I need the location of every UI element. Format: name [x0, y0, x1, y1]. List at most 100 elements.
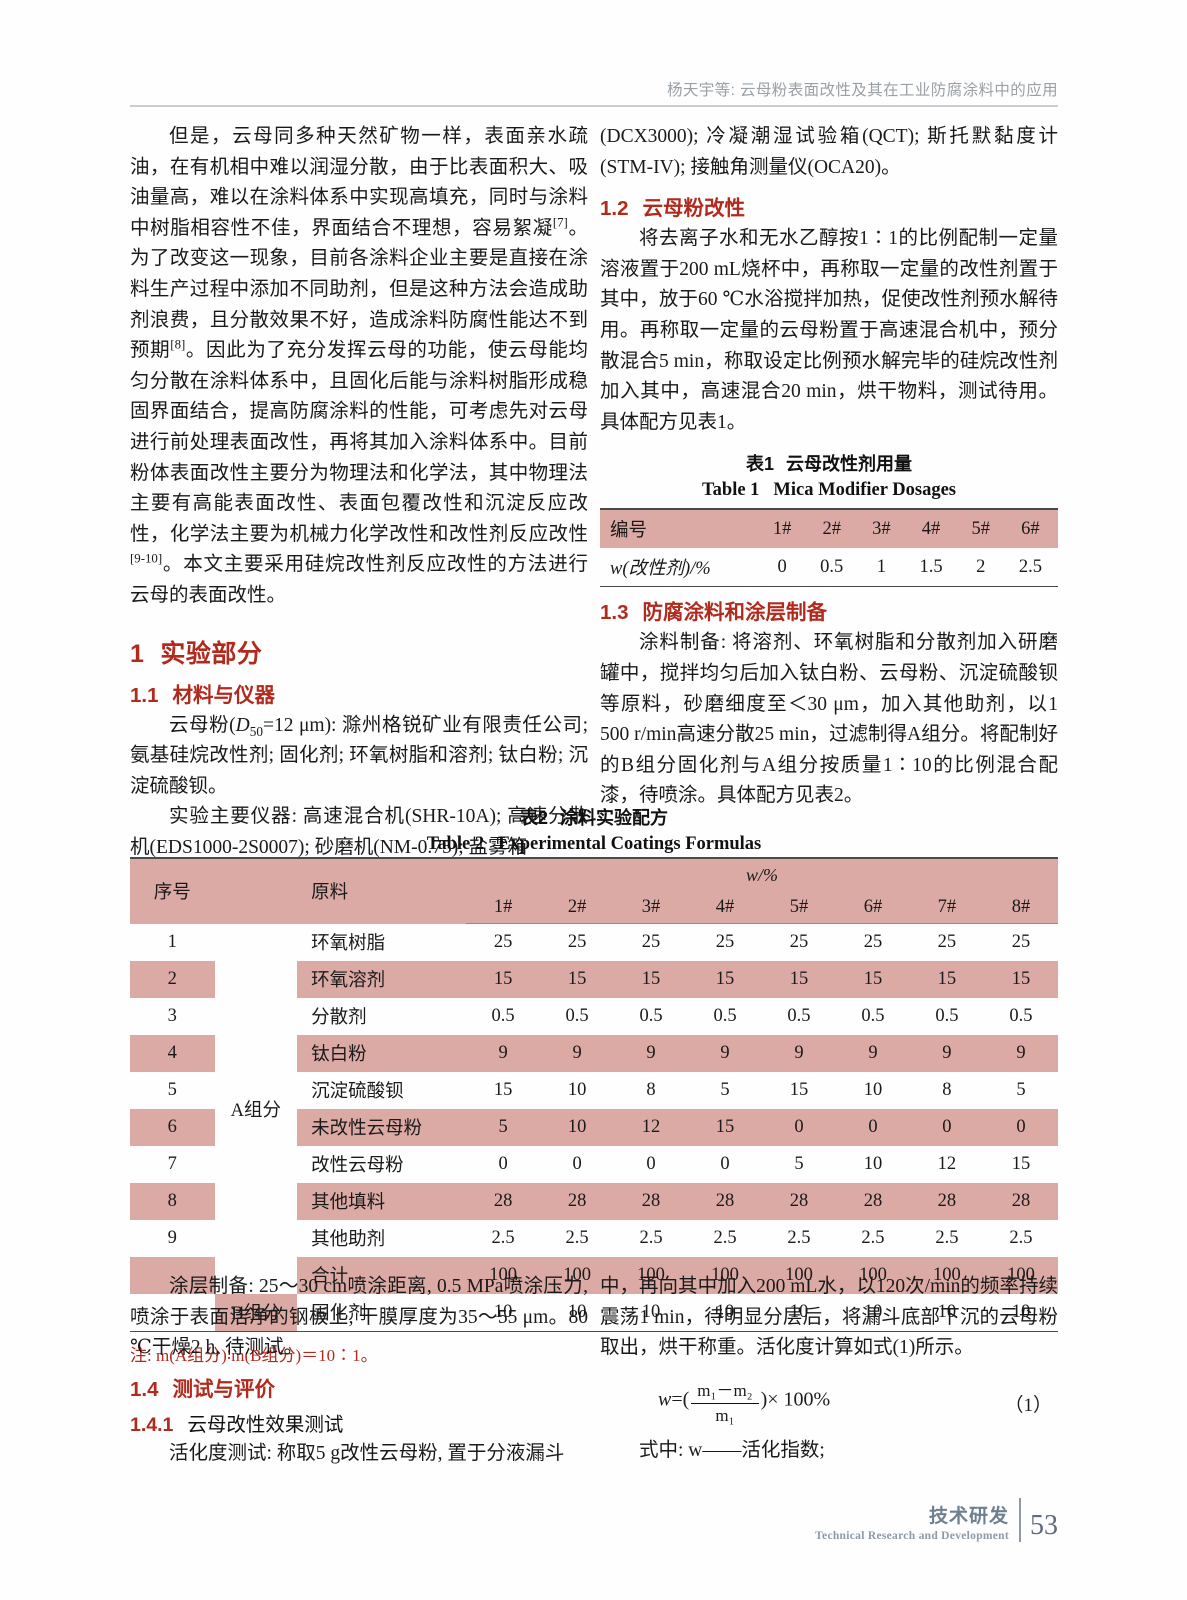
materials-text-b: =12 μm): 滁州格锐矿业有限责任公司; 氨基硅烷改性剂; 固化剂; 环氧树… [130, 714, 588, 797]
table-1-caption-en: Table 1 Mica Modifier Dosages [600, 477, 1058, 503]
cell-value: 10 [567, 1079, 587, 1100]
section-heading-1: 1 实验部分 [130, 634, 588, 670]
table-1-col-5: 5# [958, 508, 1003, 549]
row-no: 7 [167, 1153, 177, 1174]
row-no: 5 [167, 1079, 177, 1100]
cell-value: 100 [835, 1256, 910, 1294]
left-column-lower: 涂层制备: 25～30 cm喷涂距离, 0.5 MPa喷涂压力, 喷涂于表面洁净… [130, 1272, 588, 1469]
table-2-label-cn: 表2 [519, 808, 548, 828]
cell-value: 8 [942, 1079, 952, 1100]
section-title-1-4-1: 云母改性效果测试 [187, 1413, 344, 1436]
cell-value: 10 [614, 1293, 689, 1332]
table-1-data-row: w(改性剂)/% 0 0.5 1 1.5 2 2.5 [600, 548, 1058, 588]
cell-value: 100 [688, 1256, 762, 1294]
section-title-1-1: 材料与仪器 [172, 683, 276, 707]
table-row: 2 环氧溶剂 15 15 15 15 15 15 15 15 [130, 960, 1058, 998]
row-material: 沉淀硫酸钡 [311, 1082, 404, 1102]
section-heading-1-4: 1.4 测试与评价 [130, 1372, 588, 1402]
row-material: 环氧溶剂 [297, 960, 467, 998]
row-no: 6 [130, 1108, 215, 1146]
paragraph-activation-cont: 中，再向其中加入200 mL水，以120次/min的频率持续震荡1 min，待明… [600, 1276, 1058, 1359]
paragraph-mica-modification: 将去离子水和无水乙醇按1∶1的比例配制一定量溶液置于200 mL烧杯中，再称取一… [600, 228, 1058, 433]
cell-value: 10 [688, 1293, 762, 1332]
table-row: 8 其他填料 28 28 28 28 28 28 28 28 [130, 1182, 1058, 1220]
cell-value: 25 [567, 931, 587, 952]
fraction-denominator: m₁ [715, 1405, 735, 1425]
table-1-value-2: 0.5 [804, 548, 860, 588]
cell-value: 9 [909, 1034, 984, 1072]
citation-ref-8: [8] [170, 337, 186, 352]
cell-value: 2.5 [1009, 1227, 1033, 1248]
cell-value: 0 [498, 1153, 508, 1174]
cell-value: 100 [761, 1256, 836, 1294]
cell-value: 10 [835, 1293, 910, 1332]
cell-value: 10 [540, 1108, 615, 1146]
table-2-col-group [214, 857, 298, 924]
cell-value: 10 [466, 1293, 541, 1332]
cell-value: 12 [937, 1153, 957, 1174]
cell-value: 9 [761, 1034, 836, 1072]
cell-value: 5 [794, 1153, 804, 1174]
cell-value: 25 [715, 931, 735, 952]
table-1-header-row: 编号 1# 2# 3# 4# 5# 6# [600, 508, 1058, 549]
table-2-title-cn: 涂料实验配方 [560, 808, 668, 828]
cell-value: 15 [614, 960, 689, 998]
table-row: 3 分散剂 0.5 0.5 0.5 0.5 0.5 0.5 0.5 0.5 [130, 998, 1058, 1035]
cell-value: 2.5 [935, 1227, 959, 1248]
table-2-header-samples-row: 1# 2# 3# 4# 5# 6# 7# 8# [130, 891, 1058, 924]
table-2-col-no: 序号 [130, 857, 215, 924]
cell-value: 2.5 [787, 1227, 811, 1248]
table-1-col-6: 6# [1002, 508, 1058, 549]
cell-value: 0.5 [861, 1005, 885, 1026]
page-number: 53 [1030, 1510, 1058, 1541]
d50-symbol: D [235, 714, 250, 736]
citation-ref-9-10: [9-10] [130, 551, 163, 566]
cell-value: 0 [720, 1153, 730, 1174]
row-no: 4 [130, 1034, 215, 1072]
cell-value: 15 [688, 960, 762, 998]
table-2-block: 表2 涂料实验配方 Table 2 Experimental Coatings Fo… [130, 806, 1058, 1366]
citation-ref-7: [7] [552, 215, 568, 230]
paragraph-coating-layer-prep: 涂层制备: 25～30 cm喷涂距离, 0.5 MPa喷涂压力, 喷涂于表面洁净… [130, 1276, 588, 1359]
cell-value: 0.5 [935, 1005, 959, 1026]
section-heading-1-2: 1.2 云母粉改性 [600, 191, 1058, 221]
cell-value: 0.5 [491, 1005, 515, 1026]
cell-value: 25 [863, 931, 883, 952]
table-2-sample-8: 8# [983, 891, 1058, 924]
table-1-row-label: w(改性剂)/% [600, 548, 760, 588]
cell-value: 9 [688, 1034, 762, 1072]
section-title-1: 实验部分 [160, 639, 263, 668]
table-1-col-2: 2# [804, 508, 860, 549]
cell-value: 10 [761, 1293, 836, 1332]
cell-value: 25 [493, 931, 513, 952]
cell-value: 15 [493, 1079, 513, 1100]
cell-value: 15 [761, 960, 836, 998]
cell-value: 0.5 [713, 1005, 737, 1026]
cell-value: 0.5 [787, 1005, 811, 1026]
table-1-title-cn: 云母改性剂用量 [786, 454, 912, 475]
footer-divider-bar [1019, 1498, 1021, 1542]
cell-value: 10 [983, 1293, 1058, 1332]
table-1-title-en: Mica Modifier Dosages [773, 480, 956, 501]
cell-value: 25 [937, 931, 957, 952]
cell-value: 100 [983, 1256, 1058, 1294]
cell-value: 9 [983, 1034, 1058, 1072]
section-title-1-3: 防腐涂料和涂层制备 [642, 601, 828, 625]
section-number-1-4: 1.4 [130, 1377, 159, 1401]
row-material: 其他填料 [297, 1182, 467, 1220]
table-1-block: 表1 云母改性剂用量 Table 1 Mica Modifier Dosages 编… [600, 452, 1058, 588]
table-row: 5 沉淀硫酸钡 15 10 8 5 15 10 8 5 [130, 1072, 1058, 1109]
row-no [130, 1256, 215, 1294]
cell-value: 8 [646, 1079, 656, 1100]
table-2-col-material: 原料 [297, 857, 467, 924]
table-2-sample-6: 6# [835, 891, 910, 924]
para-text-a: 但是，云母同多种天然矿物一样，表面亲水疏油，在有机相中难以润湿分散，由于比表面积… [130, 126, 588, 239]
group-label-a: A组分 [230, 1100, 282, 1121]
table-1-label-en: Table 1 [702, 480, 760, 501]
cell-value: 15 [789, 1079, 809, 1100]
cell-value: 0 [909, 1108, 984, 1146]
row-material: 环氧树脂 [311, 934, 386, 954]
cell-value: 9 [540, 1034, 615, 1072]
cell-value: 12 [614, 1108, 689, 1146]
cell-value: 15 [540, 960, 615, 998]
